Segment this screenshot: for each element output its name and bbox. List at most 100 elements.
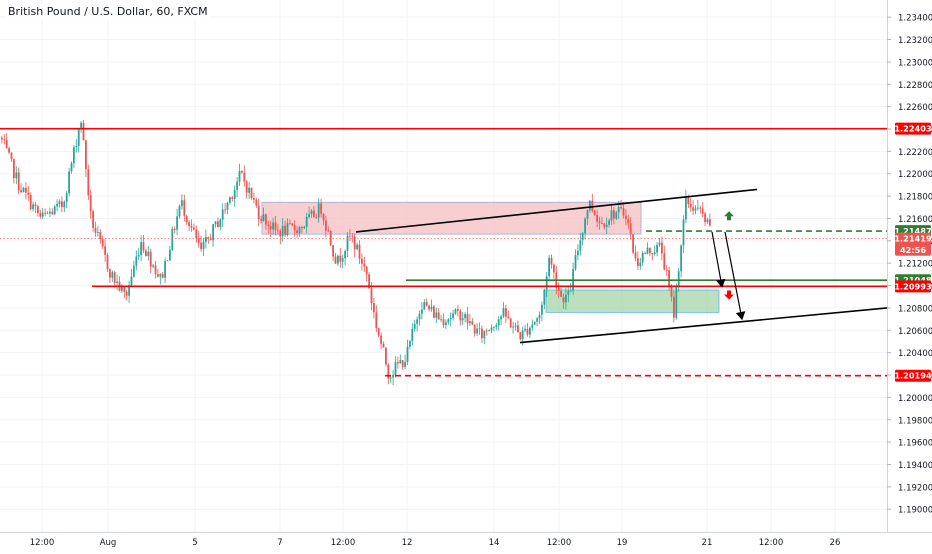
candle-up — [111, 272, 114, 278]
candle-down — [627, 219, 630, 224]
candle-up — [493, 327, 495, 328]
candle-down — [269, 225, 272, 230]
candle-up — [202, 241, 205, 250]
candle-down — [668, 270, 670, 286]
candle-down — [3, 139, 6, 141]
candle-down — [8, 148, 10, 153]
candle-down — [425, 302, 428, 306]
y-tick-label: 1.19200 — [898, 483, 932, 493]
candle-down — [25, 187, 27, 193]
candle-down — [601, 223, 603, 224]
candle-up — [171, 228, 174, 250]
candle-up — [159, 274, 162, 277]
candle-down — [188, 222, 190, 227]
time-axis[interactable]: 12:00 Aug 5 7 12:00 12 14 12:00 19 21 12:00 26 — [0, 532, 932, 550]
candle-up — [584, 218, 586, 234]
y-tick-label: 1.23000 — [898, 58, 932, 68]
candle-up — [135, 256, 138, 266]
candle-up — [178, 205, 181, 217]
x-tick-label: 12:00 — [331, 538, 356, 548]
candle-down — [428, 305, 430, 310]
price-label-box — [895, 280, 931, 293]
candle-down — [5, 140, 8, 149]
candle-up — [181, 200, 183, 206]
candle-up — [214, 221, 217, 225]
candle-down — [593, 210, 596, 216]
y-tick-label: 1.20800 — [898, 304, 932, 314]
candle-down — [149, 251, 152, 267]
candle-up — [281, 225, 284, 237]
candle-up — [56, 203, 58, 207]
candle-up — [543, 289, 546, 305]
candle-down — [375, 312, 378, 328]
candle-down — [89, 195, 92, 212]
candle-up — [538, 314, 541, 319]
candle-up — [685, 196, 687, 220]
candle-up — [610, 210, 613, 221]
candle-down — [358, 244, 361, 259]
candle-down — [243, 172, 246, 182]
candle-up — [164, 260, 166, 278]
candle-up — [137, 255, 140, 257]
candle-up — [706, 219, 709, 223]
candle-down — [665, 269, 668, 271]
candle-down — [689, 204, 692, 208]
candle-down — [193, 227, 195, 230]
candle-up — [440, 319, 442, 321]
candle-up — [500, 316, 502, 320]
candle-down — [185, 215, 188, 223]
candle-up — [577, 250, 579, 256]
price-label-box — [895, 243, 931, 256]
candle-up — [121, 286, 123, 291]
x-tick-label: 7 — [277, 538, 282, 548]
candle-down — [620, 207, 622, 209]
candle-down — [670, 285, 673, 297]
candle-up — [461, 318, 464, 321]
candle-up — [404, 362, 406, 367]
candle-up — [617, 207, 620, 213]
candle-up — [421, 309, 423, 314]
candle-up — [608, 220, 610, 225]
candle-up — [615, 212, 618, 219]
annotations-layer — [355, 188, 888, 344]
candle-down — [634, 252, 637, 259]
candle-down — [478, 328, 481, 330]
candle-up — [567, 291, 570, 295]
candle-down — [471, 321, 474, 325]
candle-down — [207, 236, 210, 239]
price-label: 1.21048 — [894, 275, 932, 285]
candle-up — [63, 201, 66, 208]
candle-down — [433, 306, 435, 318]
candle-up — [238, 170, 241, 182]
candle-down — [85, 140, 87, 170]
candle-up — [524, 328, 526, 331]
candle-down — [466, 314, 469, 324]
price-label: 42:56 — [900, 245, 926, 255]
x-tick-label: 12:00 — [30, 538, 55, 548]
candle-up — [344, 251, 346, 259]
candle-down — [284, 225, 286, 235]
candle-up — [205, 236, 207, 242]
projection-arrow-long — [724, 231, 746, 321]
candle-down — [353, 236, 356, 250]
candle-up — [133, 265, 135, 277]
candle-up — [423, 302, 426, 310]
candle-down — [380, 335, 382, 344]
candle-up — [389, 377, 392, 379]
candle-up — [49, 211, 51, 214]
candle-up — [579, 240, 582, 251]
price-label: 1.20194 — [894, 371, 932, 381]
candle-down — [27, 192, 30, 195]
price-label-box — [895, 122, 931, 135]
candle-down — [92, 211, 94, 228]
candle-down — [661, 242, 663, 254]
candle-up — [53, 206, 56, 215]
candle-down — [320, 203, 322, 214]
candle-down — [526, 328, 529, 335]
candle-down — [519, 332, 522, 340]
y-tick-label: 1.19800 — [898, 416, 932, 426]
candle-down — [145, 250, 147, 257]
candle-down — [313, 210, 315, 217]
